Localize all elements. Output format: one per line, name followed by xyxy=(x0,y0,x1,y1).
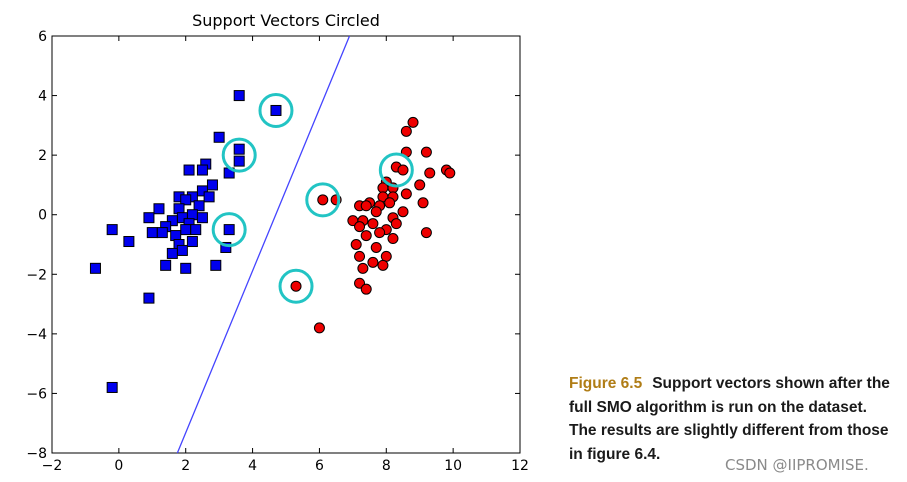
data-point-circle xyxy=(384,197,396,209)
positive-class-points xyxy=(290,116,456,334)
figure-label: Figure 6.5 xyxy=(569,375,643,392)
data-point-circle xyxy=(357,262,369,274)
data-point-circle xyxy=(354,250,366,262)
data-point-square xyxy=(183,164,195,176)
y-tick-label: 2 xyxy=(38,148,47,164)
data-point-circle xyxy=(377,259,389,271)
data-point-square xyxy=(190,224,202,236)
x-tick-label: 8 xyxy=(382,458,391,474)
data-point-circle xyxy=(420,146,432,158)
data-point-square xyxy=(203,191,215,203)
x-tick-label: −2 xyxy=(42,458,63,474)
support-vector-ring xyxy=(221,137,257,173)
data-point-circle xyxy=(400,188,412,200)
x-tick-label: 6 xyxy=(315,458,324,474)
data-point-square xyxy=(176,244,188,256)
x-tick-label: 2 xyxy=(181,458,190,474)
data-point-circle xyxy=(420,227,432,239)
figure-caption: Figure 6.5 Support vectors shown after th… xyxy=(569,372,894,466)
axis-ticks: −2 0 2 4 6 8 10 12 −8 −6 −4 −2 0 2 4 6 xyxy=(26,29,529,474)
data-point-square xyxy=(106,224,118,236)
data-point-circle xyxy=(370,206,382,218)
data-point-circle xyxy=(397,164,409,176)
data-point-circle xyxy=(360,283,372,295)
data-point-circle xyxy=(370,241,382,253)
data-point-circle xyxy=(424,167,436,179)
data-point-square xyxy=(146,227,158,239)
data-point-square xyxy=(143,212,155,224)
data-point-circle xyxy=(414,179,426,191)
data-point-circle xyxy=(387,233,399,245)
support-vector-ring xyxy=(278,268,314,304)
data-point-square xyxy=(233,155,245,167)
data-point-square xyxy=(106,381,118,393)
data-point-square xyxy=(206,179,218,191)
data-point-square xyxy=(89,262,101,274)
x-tick-label: 12 xyxy=(511,458,529,474)
data-point-square xyxy=(166,247,178,259)
data-point-square xyxy=(180,262,192,274)
negative-class-points xyxy=(89,90,282,393)
y-tick-label: −4 xyxy=(26,327,47,343)
data-point-square xyxy=(210,259,222,271)
data-point-circle xyxy=(367,256,379,268)
data-point-square xyxy=(233,90,245,102)
data-point-square xyxy=(180,194,192,206)
data-point-square xyxy=(180,224,192,236)
x-tick-label: 10 xyxy=(444,458,462,474)
y-tick-label: −6 xyxy=(26,386,47,402)
data-point-square xyxy=(156,227,168,239)
data-point-square xyxy=(123,236,135,248)
y-tick-label: 0 xyxy=(38,208,47,224)
data-point-circle xyxy=(360,200,372,212)
data-point-circle xyxy=(400,125,412,137)
support-vector-ring xyxy=(305,182,341,218)
decision-boundary-line xyxy=(176,35,351,454)
support-vector-ring xyxy=(211,212,247,248)
data-point-circle xyxy=(390,218,402,230)
data-point-square xyxy=(223,224,235,236)
data-point-circle xyxy=(354,221,366,233)
data-point-square xyxy=(160,259,172,271)
data-point-circle xyxy=(444,167,456,179)
data-point-circle xyxy=(360,230,372,242)
data-point-square xyxy=(196,185,208,197)
data-point-circle xyxy=(397,206,409,218)
data-point-circle xyxy=(313,322,325,334)
data-point-square xyxy=(270,104,282,116)
data-point-square xyxy=(143,292,155,304)
y-tick-label: −8 xyxy=(26,446,47,462)
data-point-square xyxy=(193,200,205,212)
data-point-square xyxy=(153,203,165,215)
x-tick-label: 0 xyxy=(114,458,123,474)
data-point-square xyxy=(186,236,198,248)
support-vector-rings xyxy=(211,92,414,304)
data-point-square xyxy=(233,143,245,155)
data-point-square xyxy=(196,212,208,224)
decision-boundary-group xyxy=(176,35,351,454)
y-tick-label: −2 xyxy=(26,267,47,283)
data-point-circle xyxy=(290,280,302,292)
data-point-circle xyxy=(374,227,386,239)
caption-text: Support vectors shown after the full SMO… xyxy=(569,375,890,463)
data-point-circle xyxy=(350,239,362,250)
data-point-circle xyxy=(417,197,429,209)
data-point-square xyxy=(213,131,225,143)
data-point-square xyxy=(166,215,178,227)
support-vector-ring xyxy=(378,152,414,188)
data-point-circle xyxy=(407,116,419,128)
data-point-square xyxy=(196,164,208,176)
data-point-circle xyxy=(367,218,379,230)
y-tick-label: 4 xyxy=(38,89,47,105)
chart-title: Support Vectors Circled xyxy=(192,11,380,30)
watermark: CSDN @IIPROMISE. xyxy=(725,456,869,474)
data-point-circle xyxy=(317,194,329,206)
x-tick-label: 4 xyxy=(248,458,257,474)
y-tick-label: 6 xyxy=(38,29,47,45)
data-point-square xyxy=(220,241,232,253)
support-vector-ring xyxy=(258,92,294,128)
